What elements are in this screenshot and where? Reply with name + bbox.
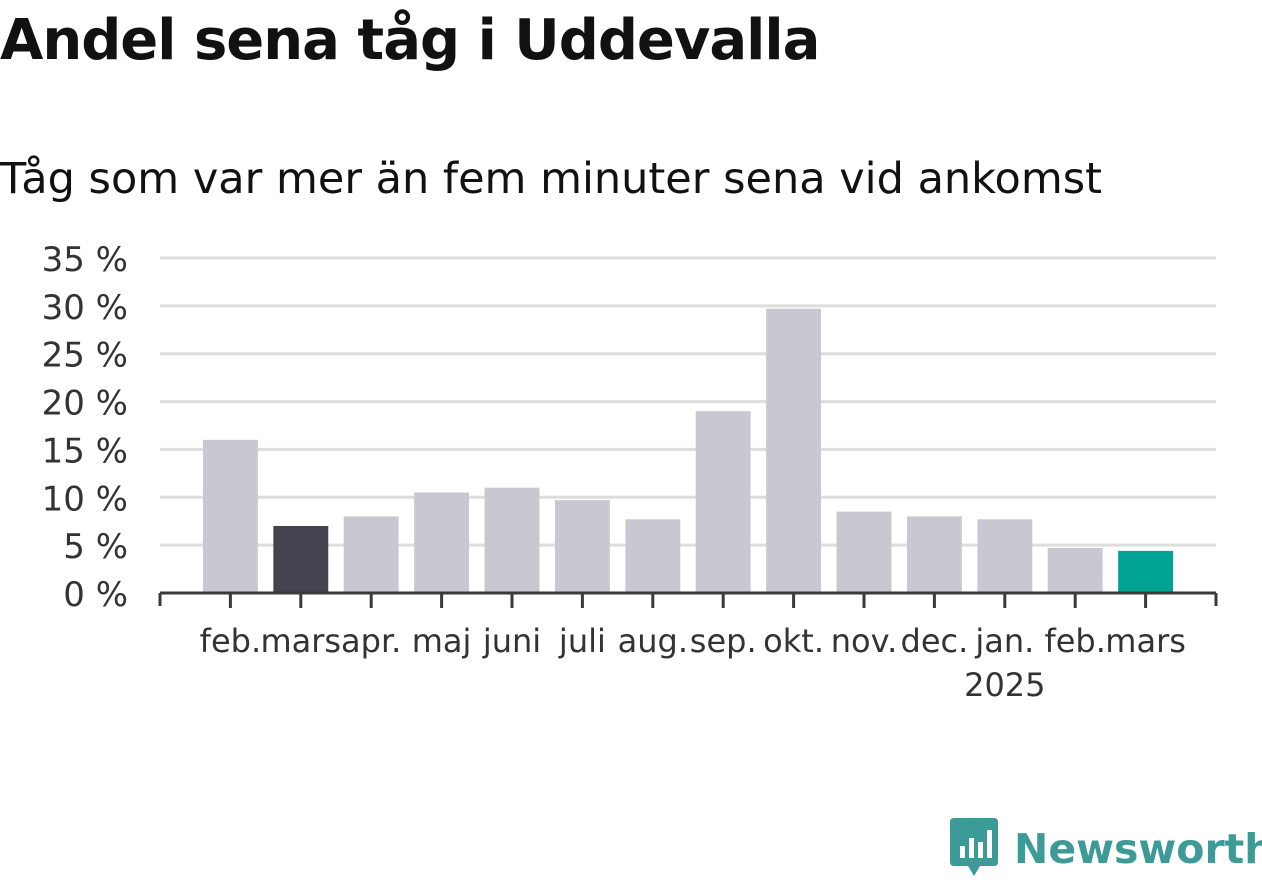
brand-name: Newsworthy [1014,825,1262,873]
chart-subtitle: Tåg som var mer än fem minuter sena vid … [0,154,1103,204]
x-tick-label: feb. [200,622,261,660]
bar-6 [625,519,681,593]
x-tick-label: mars [1105,622,1186,660]
x-tick-label: nov. [831,622,897,660]
y-tick-label: 0 % [63,575,128,615]
chart-title: Andel sena tåg i Uddevalla [0,8,820,73]
newsworthy-logo-icon [950,818,998,876]
bar-13 [1118,550,1174,593]
bar-10 [906,516,962,593]
x-axis [158,591,1218,608]
bar-3 [414,492,470,593]
x-tick-sublabel: 2025 [964,666,1045,704]
bar-8 [766,308,822,593]
x-tick-label: juli [558,622,606,660]
y-axis-tick-labels: 0 % 5 % 10 % 15 % 20 % 25 % 30 % 35 % [42,240,128,615]
y-tick-label: 5 % [63,527,128,567]
bar-12 [1047,548,1103,593]
y-tick-label: 25 % [42,336,128,376]
y-tick-label: 15 % [42,431,128,471]
brand-logo[interactable]: Newsworthy [948,818,1262,880]
y-tick-label: 10 % [42,479,128,519]
y-tick-label: 35 % [42,240,128,280]
gridlines [160,256,1216,547]
bar-7 [695,411,751,593]
y-tick-label: 20 % [42,384,128,424]
x-axis-tick-labels: feb. mars apr. maj juni juli aug. sep. okt. nov. d… [200,622,1186,704]
y-tick-label: 30 % [42,288,128,328]
x-tick-label: maj [412,622,472,660]
x-tick-label: mars [260,622,341,660]
x-tick-label: okt. [763,622,824,660]
x-tick-label: feb. [1044,622,1105,660]
bars [202,308,1174,593]
bar-1 [273,526,329,593]
x-tick-label: aug. [618,622,688,660]
bar-2 [343,516,399,593]
x-tick-label: apr. [341,622,401,660]
x-tick-label: dec. [901,622,969,660]
x-tick-label: juni [482,622,541,660]
bar-4 [484,487,540,593]
x-tick-label: sep. [690,622,757,660]
bar-0 [202,439,258,593]
x-tick-label: jan. [974,622,1034,660]
bar-11 [977,519,1033,593]
bar-9 [836,511,892,593]
bar-5 [554,500,610,593]
